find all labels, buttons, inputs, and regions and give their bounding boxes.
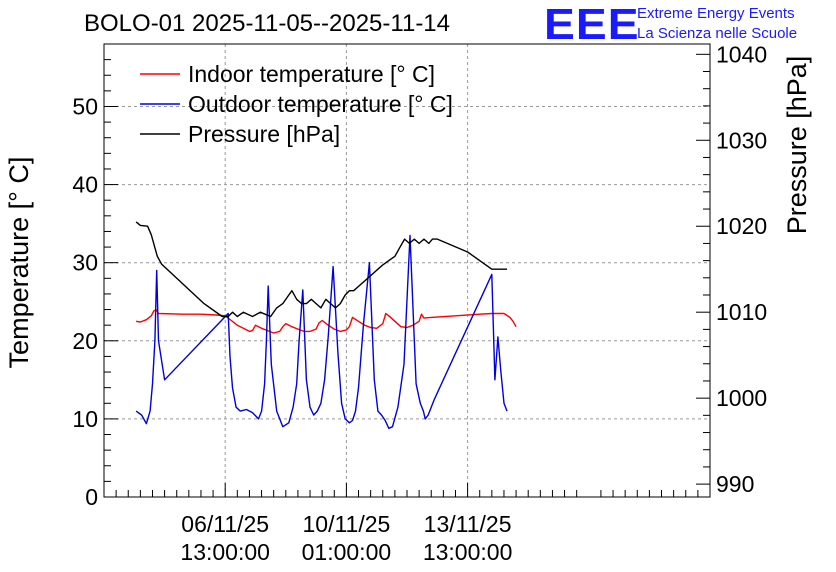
series-pressure bbox=[135, 221, 507, 318]
x-tick-label-time: 01:00:00 bbox=[302, 539, 392, 565]
series-layer bbox=[135, 221, 517, 429]
series-indoor-temperature bbox=[135, 308, 517, 334]
x-tick-label-time: 13:00:00 bbox=[180, 539, 270, 565]
y-tick-label: 0 bbox=[85, 484, 98, 510]
y2-tick-label: 1040 bbox=[716, 41, 767, 67]
y-tick-label: 50 bbox=[72, 93, 98, 119]
legend: Indoor temperature [° C] Outdoor temperat… bbox=[140, 61, 453, 147]
y2-axis-title: Pressure [hPa] bbox=[782, 56, 812, 235]
y2-tick-label: 1030 bbox=[716, 127, 767, 153]
y-tick-label: 40 bbox=[72, 172, 98, 198]
y-tick-label: 20 bbox=[72, 328, 98, 354]
y-axis-title: Temperature [° C] bbox=[4, 157, 34, 369]
legend-label: Indoor temperature [° C] bbox=[188, 61, 435, 87]
organization-name: Extreme Energy Events La Scienza nelle S… bbox=[637, 4, 797, 44]
y2-tick-label: 1020 bbox=[716, 213, 767, 239]
x-tick-label-date: 06/11/25 bbox=[181, 511, 269, 537]
y-tick-label: 10 bbox=[72, 406, 98, 432]
legend-label: Pressure [hPa] bbox=[188, 121, 340, 147]
grid-lines bbox=[104, 44, 710, 497]
x-tick-label-date: 13/11/25 bbox=[424, 511, 512, 537]
x-tick-label-date: 10/11/25 bbox=[302, 511, 390, 537]
org-line-1: Extreme Energy Events bbox=[637, 5, 795, 22]
eee-logo: EEE bbox=[544, 0, 640, 49]
y2-tick-label: 990 bbox=[716, 471, 754, 497]
legend-label: Outdoor temperature [° C] bbox=[188, 91, 453, 117]
org-line-2: La Scienza nelle Scuole bbox=[637, 25, 798, 42]
y-tick-label: 30 bbox=[72, 250, 98, 276]
y2-tick-label: 1000 bbox=[716, 385, 767, 411]
chart-title: BOLO-01 2025-11-05--2025-11-14 bbox=[84, 10, 450, 37]
axes: 010203040509901000101010201030104006/11/… bbox=[4, 41, 812, 565]
series-outdoor-temperature bbox=[135, 234, 508, 429]
y2-tick-label: 1010 bbox=[716, 299, 767, 325]
x-tick-label-time: 13:00:00 bbox=[423, 539, 513, 565]
